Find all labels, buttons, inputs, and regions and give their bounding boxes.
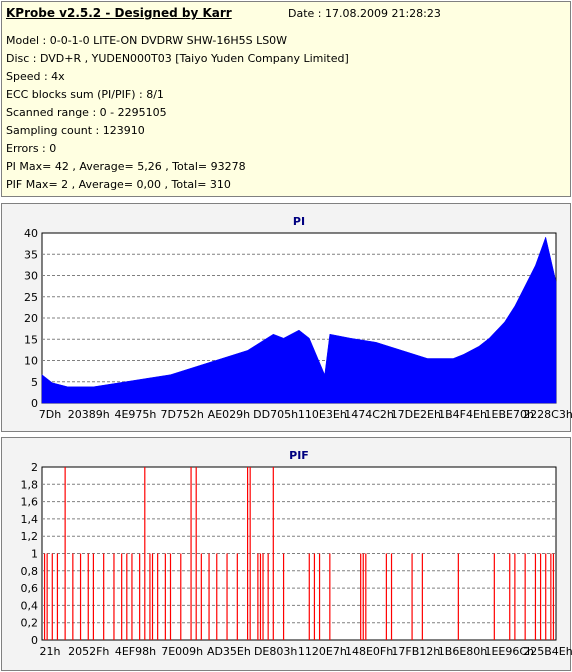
x-tick-label: 4EF98h [115,645,156,658]
pi-summary-line: PI Max= 42 , Average= 5,26 , Total= 9327… [6,160,246,173]
x-tick-label: 1120E7h [298,645,347,658]
model-line: Model : 0-0-1-0 LITE-ON DVDRW SHW-16H5S … [6,34,288,47]
disc-line: Disc : DVD+R , YUDEN000T03 [Taiyo Yuden … [6,52,349,65]
y-tick-label: 0,8 [21,565,39,578]
x-tick-label: 21h [40,645,61,658]
x-tick-label: 20389h [68,408,110,421]
y-tick-label: 15 [24,333,38,346]
y-tick-label: 0 [31,634,38,647]
y-tick-label: 30 [24,270,38,283]
x-tick-label: DE803h [254,645,297,658]
x-tick-label: 1B6E80h [438,645,487,658]
y-tick-label: 1 [31,548,38,561]
chart-title: PIF [289,449,309,462]
x-tick-label: 225B4Eh [523,645,572,658]
range-line: Scanned range : 0 - 2295105 [6,106,167,119]
y-tick-label: 0,6 [21,582,39,595]
y-tick-label: 10 [24,355,38,368]
ecc-line: ECC blocks sum (PI/PIF) : 8/1 [6,88,164,101]
x-tick-label: DD705h [253,408,298,421]
pif-chart-panel: PIF 0 0,2 0,4 0,6 0,8 1 1,2 1,4 1,6 1,8 2 21h 2052Fh 4… [1,437,572,671]
y-tick-label: 0,4 [21,599,39,612]
chart-title: PI [293,215,305,228]
pi-series-area [41,236,557,404]
pi-chart: PI 0 5 10 15 20 25 30 35 40 7Dh 20389h 4E975h 7D752h A… [24,215,572,421]
x-tick-label: 4E975h [114,408,156,421]
x-tick-label: 7E009h [161,645,203,658]
x-tick-label: AD35Eh [207,645,251,658]
x-tick-label: AE029h [208,408,250,421]
y-tick-label: 1,2 [21,530,39,543]
x-tick-label: 1B4F4Eh [438,408,487,421]
x-tick-label: 17FB12h [391,645,440,658]
info-panel: KProbe v2.5.2 - Designed by Karr Date : … [1,1,571,197]
x-tick-label: 1EE96Ch [484,645,534,658]
scan-date: Date : 17.08.2009 21:28:23 [288,7,441,20]
y-tick-label: 1,4 [21,513,39,526]
x-tick-label: 17DE2Eh [391,408,441,421]
x-tick-label: 2228C3h [523,408,572,421]
y-tick-label: 2 [31,461,38,474]
x-tick-label: 110E3Eh [298,408,347,421]
y-tick-label: 40 [24,227,38,240]
app-title: KProbe v2.5.2 - Designed by Karr [6,6,232,20]
x-tick-label: 1EBE70h [485,408,534,421]
pi-chart-panel: PI 0 5 10 15 20 25 30 35 40 7Dh 20389h 4E975h 7D752h A… [1,203,572,432]
y-tick-label: 0,2 [21,617,39,630]
y-tick-label: 20 [24,312,38,325]
x-tick-label: 2052Fh [68,645,109,658]
x-tick-label: 7Dh [39,408,61,421]
pif-summary-line: PIF Max= 2 , Average= 0,00 , Total= 310 [6,178,231,191]
y-tick-label: 1,8 [21,478,39,491]
x-tick-label: 7D752h [160,408,203,421]
y-tick-label: 35 [24,248,38,261]
sampling-line: Sampling count : 123910 [6,124,145,137]
y-tick-label: 1,6 [21,496,39,509]
y-tick-label: 5 [31,376,38,389]
x-tick-label: 148E0Fh [345,645,393,658]
x-tick-label: 1474C2h [344,408,394,421]
pif-chart: PIF 0 0,2 0,4 0,6 0,8 1 1,2 1,4 1,6 1,8 2 21h 2052Fh 4… [21,449,572,658]
y-tick-label: 25 [24,291,38,304]
speed-line: Speed : 4x [6,70,65,83]
errors-line: Errors : 0 [6,142,57,155]
y-tick-label: 0 [31,397,38,410]
